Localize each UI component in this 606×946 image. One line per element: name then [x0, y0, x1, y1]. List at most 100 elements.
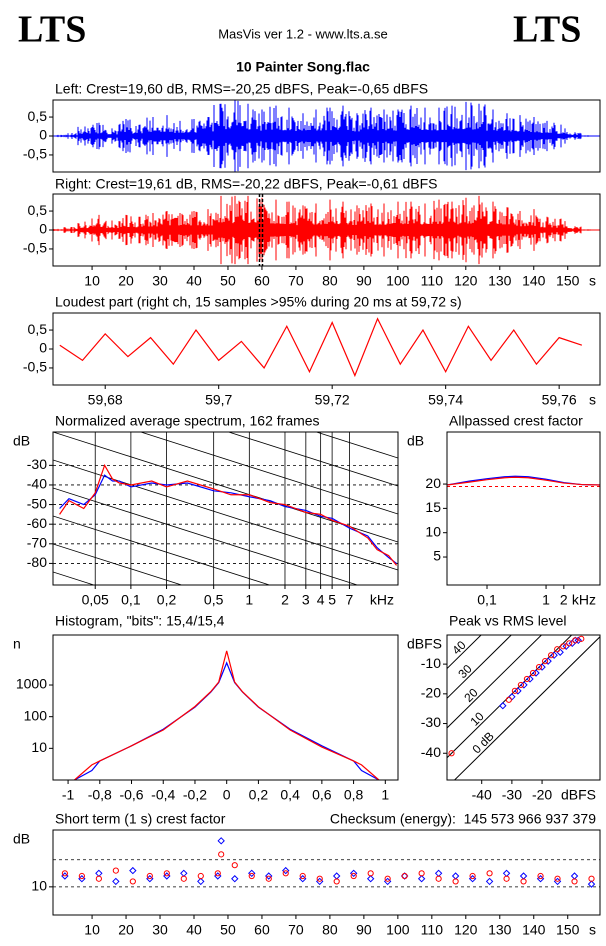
- point: [544, 657, 552, 665]
- y-axis-label: dB: [13, 433, 30, 449]
- waveform-segment: [485, 201, 500, 259]
- waveform-segment: [199, 117, 215, 155]
- x-tick-label: 4: [317, 592, 325, 608]
- slope-guide: [315, 432, 398, 459]
- chart-title: Peak vs RMS level: [449, 613, 566, 629]
- logo-left: LTS: [18, 9, 86, 51]
- waveform-segment: [417, 203, 432, 257]
- waveform-segment: [539, 120, 555, 152]
- waveform-segment: [349, 205, 364, 255]
- y-tick-label: 0,5: [28, 321, 48, 337]
- chart-title: Short term (1 s) crest factor: [55, 811, 226, 827]
- x-tick-label: 110: [421, 922, 444, 938]
- x-tick-label: -0,2: [183, 787, 207, 803]
- slope-guide: [53, 487, 359, 585]
- waveform-segment: [267, 199, 283, 261]
- plot-area: [74, 650, 380, 780]
- waveform-segment: [199, 209, 215, 251]
- waveform-segment: [335, 201, 351, 259]
- point: [265, 872, 273, 880]
- annotation: Checksum (energy): 145 573 966 937 379: [330, 811, 596, 827]
- x-tick-label: -1: [62, 787, 75, 803]
- data-line: [59, 463, 398, 566]
- waveform-segment: [580, 135, 595, 137]
- x-tick-label: 3: [302, 592, 310, 608]
- x-tick-label: 59,74: [428, 392, 463, 408]
- x-tick-label: 70: [288, 273, 304, 289]
- x-axis-unit: dBFS: [561, 787, 596, 803]
- plot-frame: [52, 431, 399, 586]
- point: [532, 669, 540, 677]
- x-tick-label: 30: [152, 273, 168, 289]
- y-tick-label: 20: [425, 475, 441, 491]
- waveform-segment: [308, 203, 324, 257]
- x-tick-label: 59,72: [315, 392, 350, 408]
- chart-title: Histogram, "bits": 15,4/15,4: [55, 613, 225, 629]
- waveform-segment: [512, 115, 527, 157]
- x-tick-label: 0,2: [249, 787, 269, 803]
- waveform-segment: [294, 113, 310, 159]
- x-tick-label: 120: [454, 273, 478, 289]
- y-tick-label: 10: [31, 878, 47, 894]
- x-tick-label: 90: [356, 922, 372, 938]
- x-tick-label: 7: [346, 592, 354, 608]
- y-tick-label: 15: [425, 499, 441, 515]
- x-tick-label: 50: [220, 273, 236, 289]
- x-tick-label: 140: [522, 922, 546, 938]
- x-tick-label: 1: [381, 787, 389, 803]
- waveform-segment: [390, 201, 405, 259]
- x-tick-label: 1: [245, 592, 253, 608]
- data-line: [74, 650, 380, 780]
- waveform-segment: [458, 197, 473, 263]
- point: [526, 675, 534, 683]
- waveform-segment: [430, 107, 446, 165]
- x-tick-label: 59,68: [88, 392, 123, 408]
- chart-title: Loudest part (right ch, 15 samples >95% …: [55, 294, 462, 310]
- waveform-segment: [145, 117, 161, 155]
- point: [587, 880, 596, 888]
- waveform-segment: [471, 195, 487, 265]
- point: [366, 875, 375, 883]
- plot-area: [53, 432, 398, 585]
- y-tick-label: 10: [31, 739, 47, 755]
- crest-line: [447, 635, 482, 669]
- x-tick-label: 90: [356, 273, 372, 289]
- point: [231, 862, 238, 869]
- x-axis-unit: s: [589, 922, 596, 938]
- x-tick-label: 0,4: [280, 787, 300, 803]
- waveform-segment: [267, 105, 283, 167]
- point: [218, 851, 225, 858]
- point: [163, 870, 170, 877]
- waveform-segment: [580, 229, 595, 231]
- point: [588, 875, 595, 882]
- point: [538, 663, 546, 671]
- point: [550, 651, 558, 659]
- y-axis-label: dB: [13, 831, 30, 847]
- point: [214, 870, 221, 877]
- x-tick-label: -20: [532, 787, 552, 803]
- waveform-segment: [322, 107, 337, 165]
- waveform-segment: [485, 109, 500, 163]
- crest-line: [447, 635, 512, 699]
- y-tick-label: -0,5: [23, 359, 47, 375]
- point: [146, 872, 153, 880]
- y-tick-label: -10: [421, 655, 441, 671]
- waveform-segment: [91, 214, 106, 246]
- point: [554, 875, 561, 882]
- waveform-segment: [172, 120, 188, 152]
- plot-area: [53, 100, 600, 172]
- x-tick-label: 100: [386, 922, 410, 938]
- y-tick-label: 0,5: [28, 202, 48, 218]
- waveform-segment: [104, 128, 120, 144]
- x-tick-label: 70: [288, 922, 304, 938]
- waveform-segment: [254, 109, 269, 163]
- waveform-segment: [512, 211, 527, 249]
- y-tick-label: 1000: [16, 676, 47, 692]
- data-line: [59, 317, 583, 378]
- point: [197, 872, 204, 880]
- waveform-segment: [444, 201, 460, 259]
- waveform-segment: [118, 214, 133, 246]
- y-tick-label: 0: [39, 221, 47, 237]
- data-line: [447, 476, 600, 486]
- x-tick-label: 40: [186, 273, 202, 289]
